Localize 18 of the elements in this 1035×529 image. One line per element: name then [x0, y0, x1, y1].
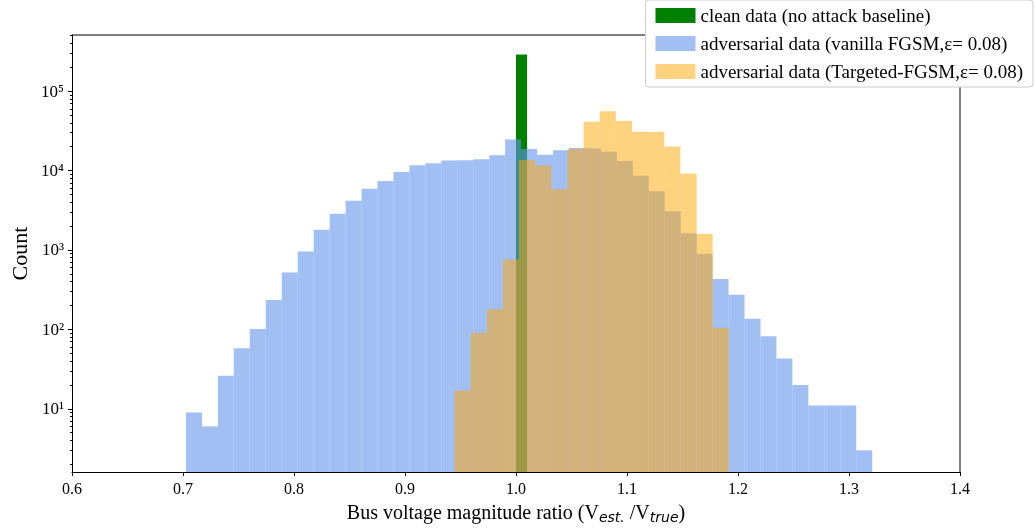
x-tick-label: 0.7 — [173, 479, 193, 497]
y-tick-label: 10⁵ — [41, 81, 65, 101]
x-tick-label: 1.2 — [728, 479, 748, 497]
x-tick-label: 0.8 — [284, 479, 304, 497]
legend-label: adversarial data (vanilla FGSM,ε= 0.08) — [700, 33, 1008, 55]
x-tick-label: 0.9 — [395, 479, 415, 497]
y-tick-label: 10⁴ — [41, 161, 65, 181]
y-tick-label: 10¹ — [41, 399, 64, 419]
x-tick-label: 0.6 — [62, 479, 82, 497]
y-axis-title: Count — [6, 226, 32, 281]
y-tick-label: 10³ — [41, 240, 64, 260]
x-tick-label: 1.0 — [506, 479, 526, 497]
legend-label: clean data (no attack baseline) — [700, 5, 931, 27]
legend-label: adversarial data (Targeted-FGSM,ε= 0.08) — [700, 61, 1023, 83]
x-tick-label: 1.1 — [617, 479, 637, 497]
x-tick-label: 1.4 — [950, 479, 970, 497]
y-tick-label: 10² — [41, 319, 64, 339]
x-tick-label: 1.3 — [839, 479, 859, 497]
